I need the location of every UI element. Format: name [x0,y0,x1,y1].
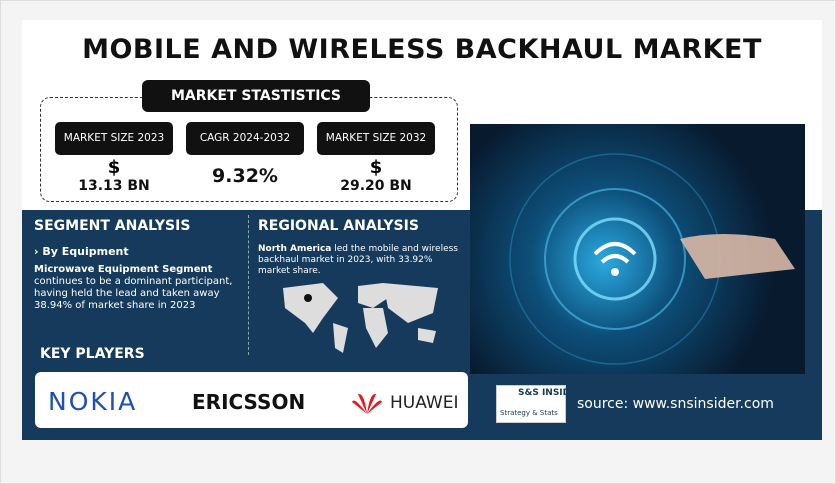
stat-label: MARKET SIZE 2032 [317,122,435,155]
page: {"header":{"title":"MOBILE AND WIRELESS … [0,0,836,484]
segment-bold: Microwave Equipment Segment [34,264,212,275]
segment-rest: continues to be a dominant participant, … [34,276,232,311]
image-art [470,124,805,374]
logo-name: S&S INSIDER [518,388,583,398]
divider [248,215,249,355]
segment-text: Microwave Equipment Segment continues to… [34,264,242,312]
source: source: www.snsinsider.com [577,396,774,412]
title: MOBILE AND WIRELESS BACKHAUL MARKET [22,34,822,65]
key-players-title: KEY PLAYERS [40,346,145,362]
logo-tagline: Strategy & Stats [500,409,558,417]
regional-bold: North America [258,244,331,254]
world-map [278,278,448,356]
segment-title: SEGMENT ANALYSIS [34,218,190,234]
stat-value: 29.20 BN [317,178,435,194]
regional-title: REGIONAL ANALYSIS [258,218,419,234]
hero-image [470,124,805,374]
stats-title: MARKET STASTISTICS [142,80,370,112]
segment-subtitle: › By Equipment [34,246,129,258]
player: ERICSSON [192,390,305,414]
player: NOKIA [48,387,137,416]
regional-text: North America led the mobile and wireles… [258,244,463,277]
stat-symbol: $ [55,157,173,178]
stat-symbol: $ [317,157,435,178]
body: MOBILE AND WIRELESS BACKHAUL MARKET MARK… [0,0,836,484]
huawei-mark [350,390,384,416]
stat-value: 9.32% [186,165,304,187]
stat-value: 13.13 BN [55,178,173,194]
player: HUAWEI [390,393,459,413]
stat-label: CAGR 2024-2032 [186,122,304,155]
stat-label: MARKET SIZE 2023 [55,122,173,155]
